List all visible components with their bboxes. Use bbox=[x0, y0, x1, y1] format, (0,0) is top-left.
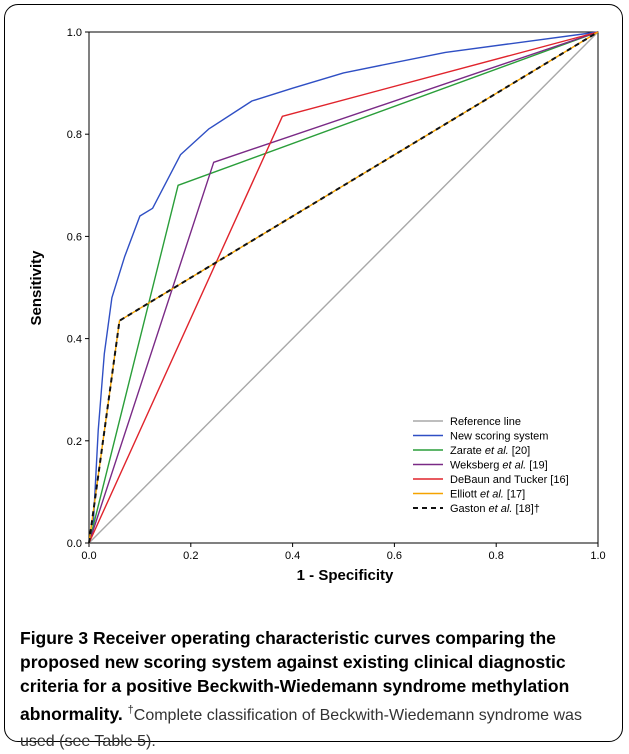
y-tick-label: 1.0 bbox=[67, 27, 82, 39]
y-tick-label: 0.6 bbox=[67, 231, 82, 243]
series-line-2 bbox=[88, 31, 599, 544]
y-tick-label: 0.2 bbox=[67, 436, 82, 448]
legend-label-0: Reference line bbox=[450, 416, 521, 428]
caption-title: Receiver operating characteristic curves… bbox=[20, 628, 570, 724]
series-line-3 bbox=[88, 31, 599, 544]
y-tick-label: 0.4 bbox=[67, 334, 82, 346]
series-line-4 bbox=[88, 31, 599, 544]
legend-label-2: Zarate et al. [20] bbox=[450, 445, 530, 457]
caption-note: Complete classification of Beckwith-Wied… bbox=[20, 706, 582, 750]
x-tick-label: 0.2 bbox=[183, 550, 198, 562]
plot-border bbox=[88, 31, 599, 544]
x-tick-label: 0.8 bbox=[489, 550, 504, 562]
chart-axes: 0.0 0.2 0.4 0.6 0.8 1.0 0.0 0.2 0.4 0.6 0.8 1.0 bbox=[67, 27, 606, 562]
x-tick-label: 1.0 bbox=[590, 550, 605, 562]
figure-caption: Figure 3 Receiver operating characterist… bbox=[20, 626, 610, 754]
caption-dagger: † bbox=[127, 704, 134, 716]
x-axis-title: 1 - Specificity bbox=[297, 567, 394, 584]
x-tick-label: 0.6 bbox=[387, 550, 402, 562]
y-tick-label: 0.8 bbox=[67, 129, 82, 141]
legend-label-4: DeBaun and Tucker [16] bbox=[450, 474, 569, 486]
x-tick-label: 0.0 bbox=[81, 550, 96, 562]
y-axis-title: Sensitivity bbox=[28, 250, 45, 326]
chart-series bbox=[88, 31, 599, 544]
legend-label-6: Gaston et al. [18]† bbox=[450, 503, 540, 515]
x-tick-label: 0.4 bbox=[285, 550, 300, 562]
caption-figure-label: Figure 3 bbox=[20, 628, 89, 648]
legend-label-3: Weksberg et al. [19] bbox=[450, 460, 548, 472]
series-line-1 bbox=[88, 31, 599, 544]
legend-label-5: Elliott et al. [17] bbox=[450, 489, 525, 501]
series-line-0 bbox=[88, 31, 599, 544]
legend-label-1: New scoring system bbox=[450, 431, 548, 443]
series-line-6 bbox=[88, 31, 599, 544]
roc-chart: 0.0 0.2 0.4 0.6 0.8 1.0 0.0 0.2 0.4 0.6 0.8 1.0 Ref… bbox=[28, 27, 606, 584]
chart-legend: Reference line New scoring system Zarate e… bbox=[413, 416, 569, 515]
y-tick-label: 0.0 bbox=[67, 538, 82, 550]
figure-frame bbox=[4, 4, 623, 742]
